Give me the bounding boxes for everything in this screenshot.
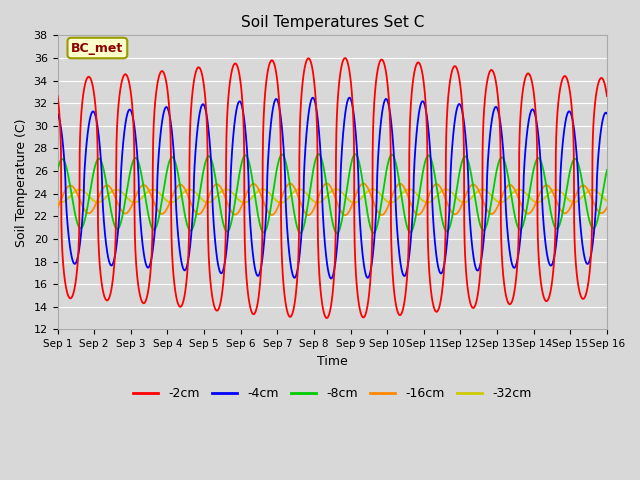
Text: BC_met: BC_met [71,41,124,55]
X-axis label: Time: Time [317,355,348,368]
Legend: -2cm, -4cm, -8cm, -16cm, -32cm: -2cm, -4cm, -8cm, -16cm, -32cm [128,383,536,406]
Title: Soil Temperatures Set C: Soil Temperatures Set C [241,15,424,30]
Y-axis label: Soil Temperature (C): Soil Temperature (C) [15,118,28,247]
